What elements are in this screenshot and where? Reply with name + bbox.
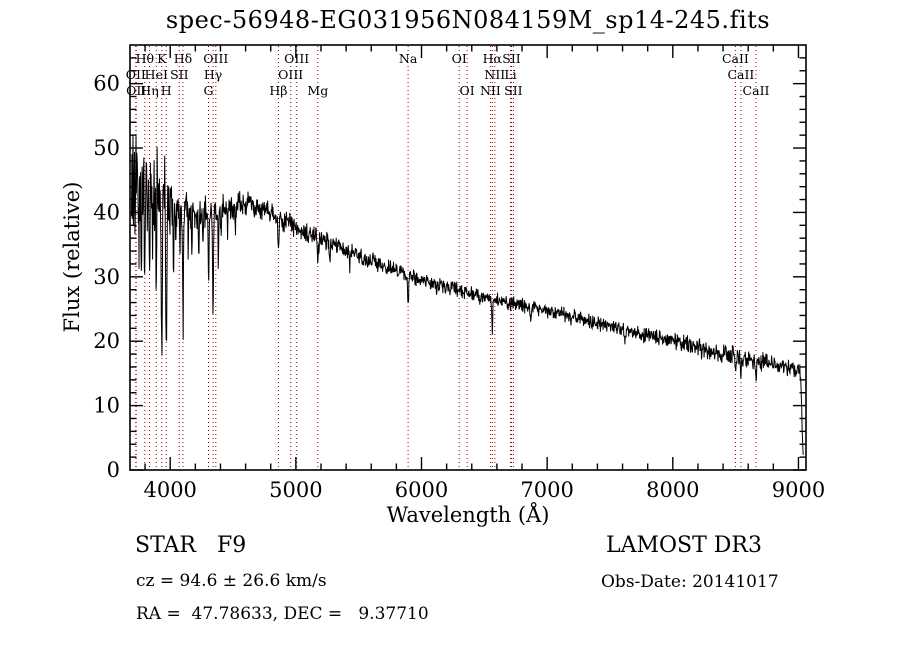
- x-axis-label: Wavelength (Å): [386, 503, 550, 527]
- y-tick-label: 20: [93, 329, 120, 353]
- x-tick-label: 4000: [143, 478, 196, 502]
- marker-label: Hη: [140, 83, 158, 98]
- marker-label: OII: [126, 67, 146, 82]
- marker-label: OI: [460, 83, 475, 98]
- marker-label: OIII: [284, 51, 309, 66]
- marker-label: NII: [480, 83, 501, 98]
- marker-label: H: [161, 83, 172, 98]
- plot-frame: [129, 44, 807, 471]
- y-axis-label: Flux (relative): [60, 181, 84, 333]
- x-tick-label: 9000: [772, 478, 825, 502]
- marker-label: NII: [484, 67, 505, 82]
- marker-label: Hβ: [269, 83, 287, 98]
- y-tick-label: 0: [107, 458, 120, 482]
- y-tick-label: 10: [93, 394, 120, 418]
- marker-label: OI: [452, 51, 467, 66]
- marker-label: K: [157, 51, 167, 66]
- marker-label: Hδ: [174, 51, 192, 66]
- survey-text: LAMOST DR3: [606, 533, 762, 558]
- marker-label: OIII: [203, 51, 228, 66]
- spectrum-trace: [131, 135, 804, 455]
- marker-label: CaII: [743, 83, 770, 98]
- classification-text: STAR F9: [135, 533, 247, 558]
- y-tick-labels: 0 10 20 30 40 50 60: [93, 72, 120, 482]
- y-tick-label: 60: [93, 72, 120, 96]
- marker-label: OIII: [278, 67, 303, 82]
- cz-text: cz = 94.6 ± 26.6 km/s: [136, 571, 327, 591]
- marker-label: Na: [399, 51, 418, 66]
- axis-ticks: [130, 45, 806, 471]
- plot-title: spec-56948-EG031956N084159M_sp14-245.fit…: [165, 6, 771, 34]
- line-marker-labels: OIIOIIHθHηHeIKHSIIHδGHγOIIIHβOIIIOIIIMgN…: [126, 51, 770, 98]
- marker-label: Hα: [483, 51, 503, 66]
- marker-label: CaII: [722, 51, 749, 66]
- marker-label: SII: [502, 51, 521, 66]
- line-markers: [135, 46, 757, 469]
- obs-date-text: Obs-Date: 20141017: [601, 572, 779, 592]
- marker-label: Hγ: [204, 67, 222, 82]
- x-tick-label: 5000: [269, 478, 322, 502]
- marker-label: Li: [504, 67, 516, 82]
- marker-label: Hθ: [136, 51, 154, 66]
- marker-label: SII: [170, 67, 189, 82]
- marker-label: CaII: [727, 67, 754, 82]
- coords-text: RA = 47.78633, DEC = 9.37710: [136, 604, 429, 624]
- y-tick-label: 40: [93, 200, 120, 224]
- marker-label: SII: [504, 83, 523, 98]
- marker-label: HeI: [145, 67, 168, 82]
- marker-label: G: [204, 83, 214, 98]
- marker-label: Mg: [307, 83, 328, 98]
- x-tick-label: 6000: [395, 478, 448, 502]
- marker-label: OII: [126, 83, 146, 98]
- y-tick-label: 50: [93, 136, 120, 160]
- x-tick-labels: 4000 5000 6000 7000 8000 9000: [143, 478, 825, 502]
- y-tick-label: 30: [93, 265, 120, 289]
- x-tick-label: 7000: [520, 478, 573, 502]
- x-tick-label: 8000: [646, 478, 699, 502]
